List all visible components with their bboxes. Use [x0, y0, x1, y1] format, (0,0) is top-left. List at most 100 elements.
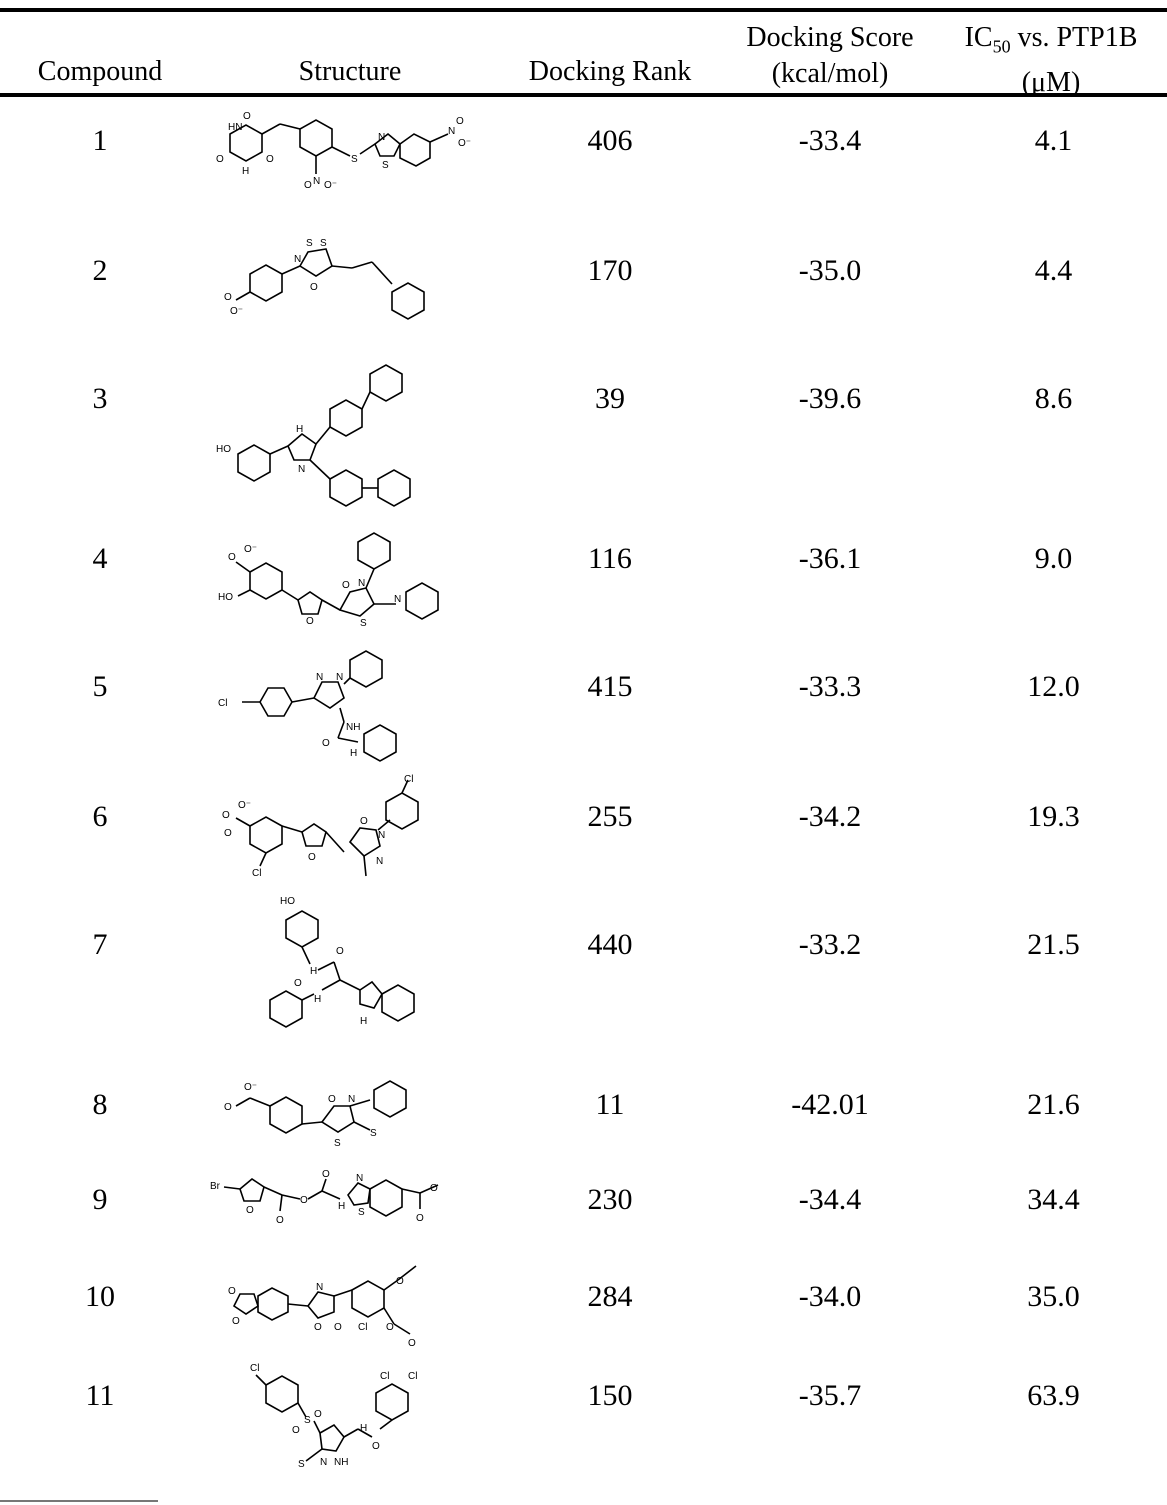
- svg-text:O: O: [430, 1183, 438, 1194]
- docking-rank: 406: [587, 124, 633, 157]
- docking-rank: 255: [587, 800, 633, 833]
- header-ic50: IC50 vs. PTP1B (μM): [935, 20, 1167, 101]
- header-docking-score-line1: Docking Score: [746, 22, 914, 53]
- svg-text:O: O: [322, 738, 330, 749]
- svg-text:N: N: [356, 1173, 363, 1184]
- svg-text:O: O: [266, 154, 274, 165]
- structure-drawing: O O N O O O Cl O O: [210, 1250, 490, 1360]
- svg-text:O: O: [228, 1286, 236, 1297]
- svg-text:H: H: [242, 166, 249, 177]
- svg-text:S: S: [358, 1207, 365, 1218]
- svg-text:N: N: [298, 464, 305, 475]
- svg-text:N: N: [316, 1282, 323, 1293]
- svg-text:O: O: [232, 1316, 240, 1327]
- header-docking-score-line2: (kcal/mol): [771, 58, 889, 89]
- svg-text:S: S: [370, 1128, 377, 1139]
- docking-rank: 150: [587, 1379, 633, 1412]
- docking-score: -42.01: [791, 1088, 869, 1121]
- svg-text:H: H: [296, 424, 303, 435]
- svg-text:O: O: [328, 1094, 336, 1105]
- svg-text:O: O: [243, 111, 251, 122]
- svg-text:S: S: [304, 1415, 311, 1426]
- svg-text:H: H: [360, 1423, 367, 1434]
- svg-text:HO: HO: [280, 896, 295, 907]
- table-top-rule: [0, 8, 1167, 12]
- svg-text:Cl: Cl: [408, 1371, 417, 1382]
- docking-score: -36.1: [798, 542, 862, 575]
- svg-text:H: H: [338, 1201, 345, 1212]
- svg-text:HO: HO: [218, 592, 233, 603]
- svg-text:O⁻: O⁻: [244, 544, 257, 555]
- table-row: 11 Cl S O O H O Cl Cl N NH S 150 -35.7 63.9: [0, 1363, 1167, 1499]
- svg-text:O: O: [216, 154, 224, 165]
- svg-text:O: O: [360, 816, 368, 827]
- docking-rank: 440: [587, 928, 633, 961]
- svg-text:H: H: [314, 994, 321, 1005]
- compound-id: 4: [92, 542, 108, 575]
- ic50-value: 35.0: [1027, 1280, 1080, 1313]
- table-row: 5 Cl N N NH O H 415 -33.3 12.0: [0, 650, 1167, 790]
- compound-id: 11: [85, 1379, 115, 1412]
- header-compound: Compound: [37, 56, 163, 87]
- docking-score: -33.3: [798, 670, 862, 703]
- docking-rank: 116: [588, 542, 632, 575]
- svg-text:O: O: [342, 580, 350, 591]
- svg-text:HN: HN: [228, 122, 242, 133]
- docking-rank: 39: [595, 382, 625, 415]
- svg-text:O⁻: O⁻: [244, 1082, 257, 1093]
- svg-text:O: O: [396, 1276, 404, 1287]
- svg-text:H: H: [350, 748, 357, 759]
- header-ic50-subscript: 50: [992, 36, 1011, 57]
- svg-text:O: O: [246, 1205, 254, 1216]
- header-ic50-line2: (μM): [1021, 66, 1081, 98]
- svg-text:NH: NH: [346, 722, 360, 733]
- docking-score: -34.0: [798, 1280, 862, 1313]
- docking-rank: 170: [587, 254, 633, 287]
- svg-text:N: N: [336, 672, 343, 683]
- svg-text:N: N: [378, 132, 385, 143]
- svg-text:O: O: [294, 978, 302, 989]
- structure-drawing: O O⁻ O Cl O O N N Cl: [210, 772, 490, 902]
- docking-rank: 415: [587, 670, 633, 703]
- ic50-value: 21.5: [1027, 928, 1080, 961]
- docking-score: -35.0: [798, 254, 862, 287]
- compound-id: 5: [92, 670, 108, 703]
- svg-text:S: S: [320, 238, 327, 249]
- svg-text:HO: HO: [216, 444, 231, 455]
- svg-text:O: O: [386, 1322, 394, 1333]
- ic50-value: 8.6: [1034, 382, 1073, 415]
- ic50-value: 4.1: [1034, 124, 1073, 157]
- svg-text:O: O: [456, 116, 464, 127]
- svg-text:O: O: [314, 1409, 322, 1420]
- svg-text:H: H: [310, 966, 317, 977]
- svg-text:O⁻: O⁻: [458, 138, 471, 149]
- ic50-value: 19.3: [1027, 800, 1080, 833]
- svg-text:S: S: [306, 238, 313, 249]
- table-header-rule: [0, 93, 1167, 97]
- svg-text:S: S: [298, 1459, 305, 1470]
- compound-id: 3: [92, 382, 108, 415]
- docking-score: -34.2: [798, 800, 862, 833]
- compound-id: 6: [92, 800, 108, 833]
- docking-rank: 284: [587, 1280, 633, 1313]
- svg-text:S: S: [360, 618, 367, 629]
- svg-text:O: O: [224, 292, 232, 303]
- svg-text:O: O: [276, 1215, 284, 1226]
- footnote-rule: [0, 1500, 158, 1502]
- svg-text:H: H: [360, 1016, 367, 1027]
- svg-text:S: S: [351, 154, 358, 165]
- svg-text:O: O: [222, 810, 230, 821]
- svg-text:S: S: [382, 160, 389, 171]
- svg-text:O: O: [228, 552, 236, 563]
- compound-id: 8: [92, 1088, 108, 1121]
- svg-text:O: O: [224, 828, 232, 839]
- svg-text:O: O: [372, 1441, 380, 1452]
- svg-text:N: N: [394, 594, 401, 605]
